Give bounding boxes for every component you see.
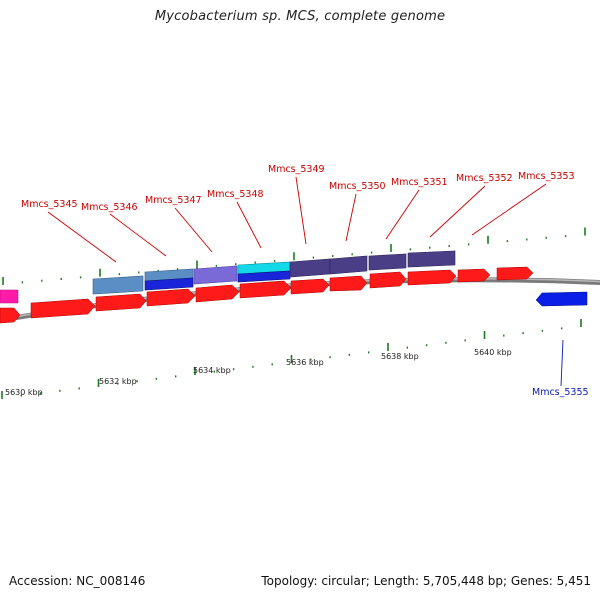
gene-label-mmcs-5349[interactable]: Mmcs_5349 (268, 164, 325, 175)
cds-arrow[interactable] (195, 284, 240, 303)
gene-label-mmcs-5350[interactable]: Mmcs_5350 (329, 181, 386, 192)
cds-arrow[interactable] (457, 268, 491, 283)
cog-category-track (92, 250, 456, 295)
gene-leader-line (429, 185, 486, 238)
kbp-label: 5636 kbp (286, 358, 324, 367)
gene-label-mmcs-5347[interactable]: Mmcs_5347 (145, 195, 202, 206)
gene-leader-line (560, 339, 564, 387)
kbp-label: 5630 kbp (5, 388, 43, 397)
gene-leader-line (295, 176, 307, 245)
cds-arrow[interactable] (290, 278, 330, 295)
gene-label-mmcs-5353[interactable]: Mmcs_5353 (518, 171, 575, 182)
cds-arrow[interactable] (146, 288, 196, 307)
gene-leader-line (345, 193, 357, 242)
kbp-label: 5638 kbp (381, 352, 419, 361)
cds-forward-track (0, 266, 534, 324)
gene-leader-line (236, 201, 262, 249)
gene-leader-line (385, 189, 420, 240)
gene-leader-line (109, 213, 167, 257)
cds-reverse-arrow[interactable] (535, 291, 588, 307)
cog-block-5351[interactable] (368, 253, 407, 271)
cog-block-5350[interactable] (329, 255, 368, 275)
cog-block-5348-bottom[interactable] (237, 270, 291, 283)
gene-leader-line (174, 207, 213, 253)
gene-labels-top: Mmcs_5345 Mmcs_5346 Mmcs_5347 Mmcs_5348 Mmcs… (21, 164, 575, 263)
rna-feature (0, 289, 19, 304)
cds-arrow[interactable] (407, 269, 457, 286)
cog-block-5352[interactable] (407, 250, 456, 268)
gene-label-mmcs-5348[interactable]: Mmcs_5348 (207, 189, 264, 200)
kbp-labels: 5630 kbp 5632 kbp 5634 kbp 5636 kbp 5638 kbp… (5, 348, 512, 397)
gene-label-mmcs-5355[interactable]: Mmcs_5355 (532, 387, 589, 398)
cds-arrow[interactable] (95, 293, 147, 312)
genome-stats-text: Topology: circular; Length: 5,705,448 bp… (261, 574, 591, 588)
gene-leader-line (47, 211, 117, 263)
accession-text: Accession: NC_008146 (9, 574, 146, 588)
kbp-label: 5632 kbp (99, 377, 137, 386)
cog-block-5347[interactable] (193, 265, 238, 285)
cds-arrow[interactable] (329, 275, 368, 292)
gene-label-mmcs-5352[interactable]: Mmcs_5352 (456, 173, 513, 184)
gene-label-mmcs-5346[interactable]: Mmcs_5346 (81, 202, 138, 213)
kbp-label: 5634 kbp (193, 366, 231, 375)
cds-arrow[interactable] (30, 298, 96, 319)
cds-arrow[interactable] (496, 266, 534, 281)
gene-label-mmcs-5345[interactable]: Mmcs_5345 (21, 199, 78, 210)
kbp-tick-row (1, 319, 582, 399)
gene-leader-line (471, 183, 547, 236)
cog-block-5349[interactable] (289, 258, 331, 278)
genome-title: Mycobacterium sp. MCS, complete genome (154, 9, 446, 24)
cds-arrow[interactable] (369, 271, 407, 289)
gene-label-mmcs-5351[interactable]: Mmcs_5351 (391, 177, 448, 188)
kbp-label: 5640 kbp (474, 348, 512, 357)
cds-arrow[interactable] (0, 307, 21, 324)
cog-block-5346-bottom[interactable] (144, 277, 194, 291)
gene-labels-bottom: Mmcs_5355 (532, 339, 589, 398)
cds-arrow[interactable] (239, 280, 292, 299)
cog-block-5345[interactable] (92, 275, 144, 295)
